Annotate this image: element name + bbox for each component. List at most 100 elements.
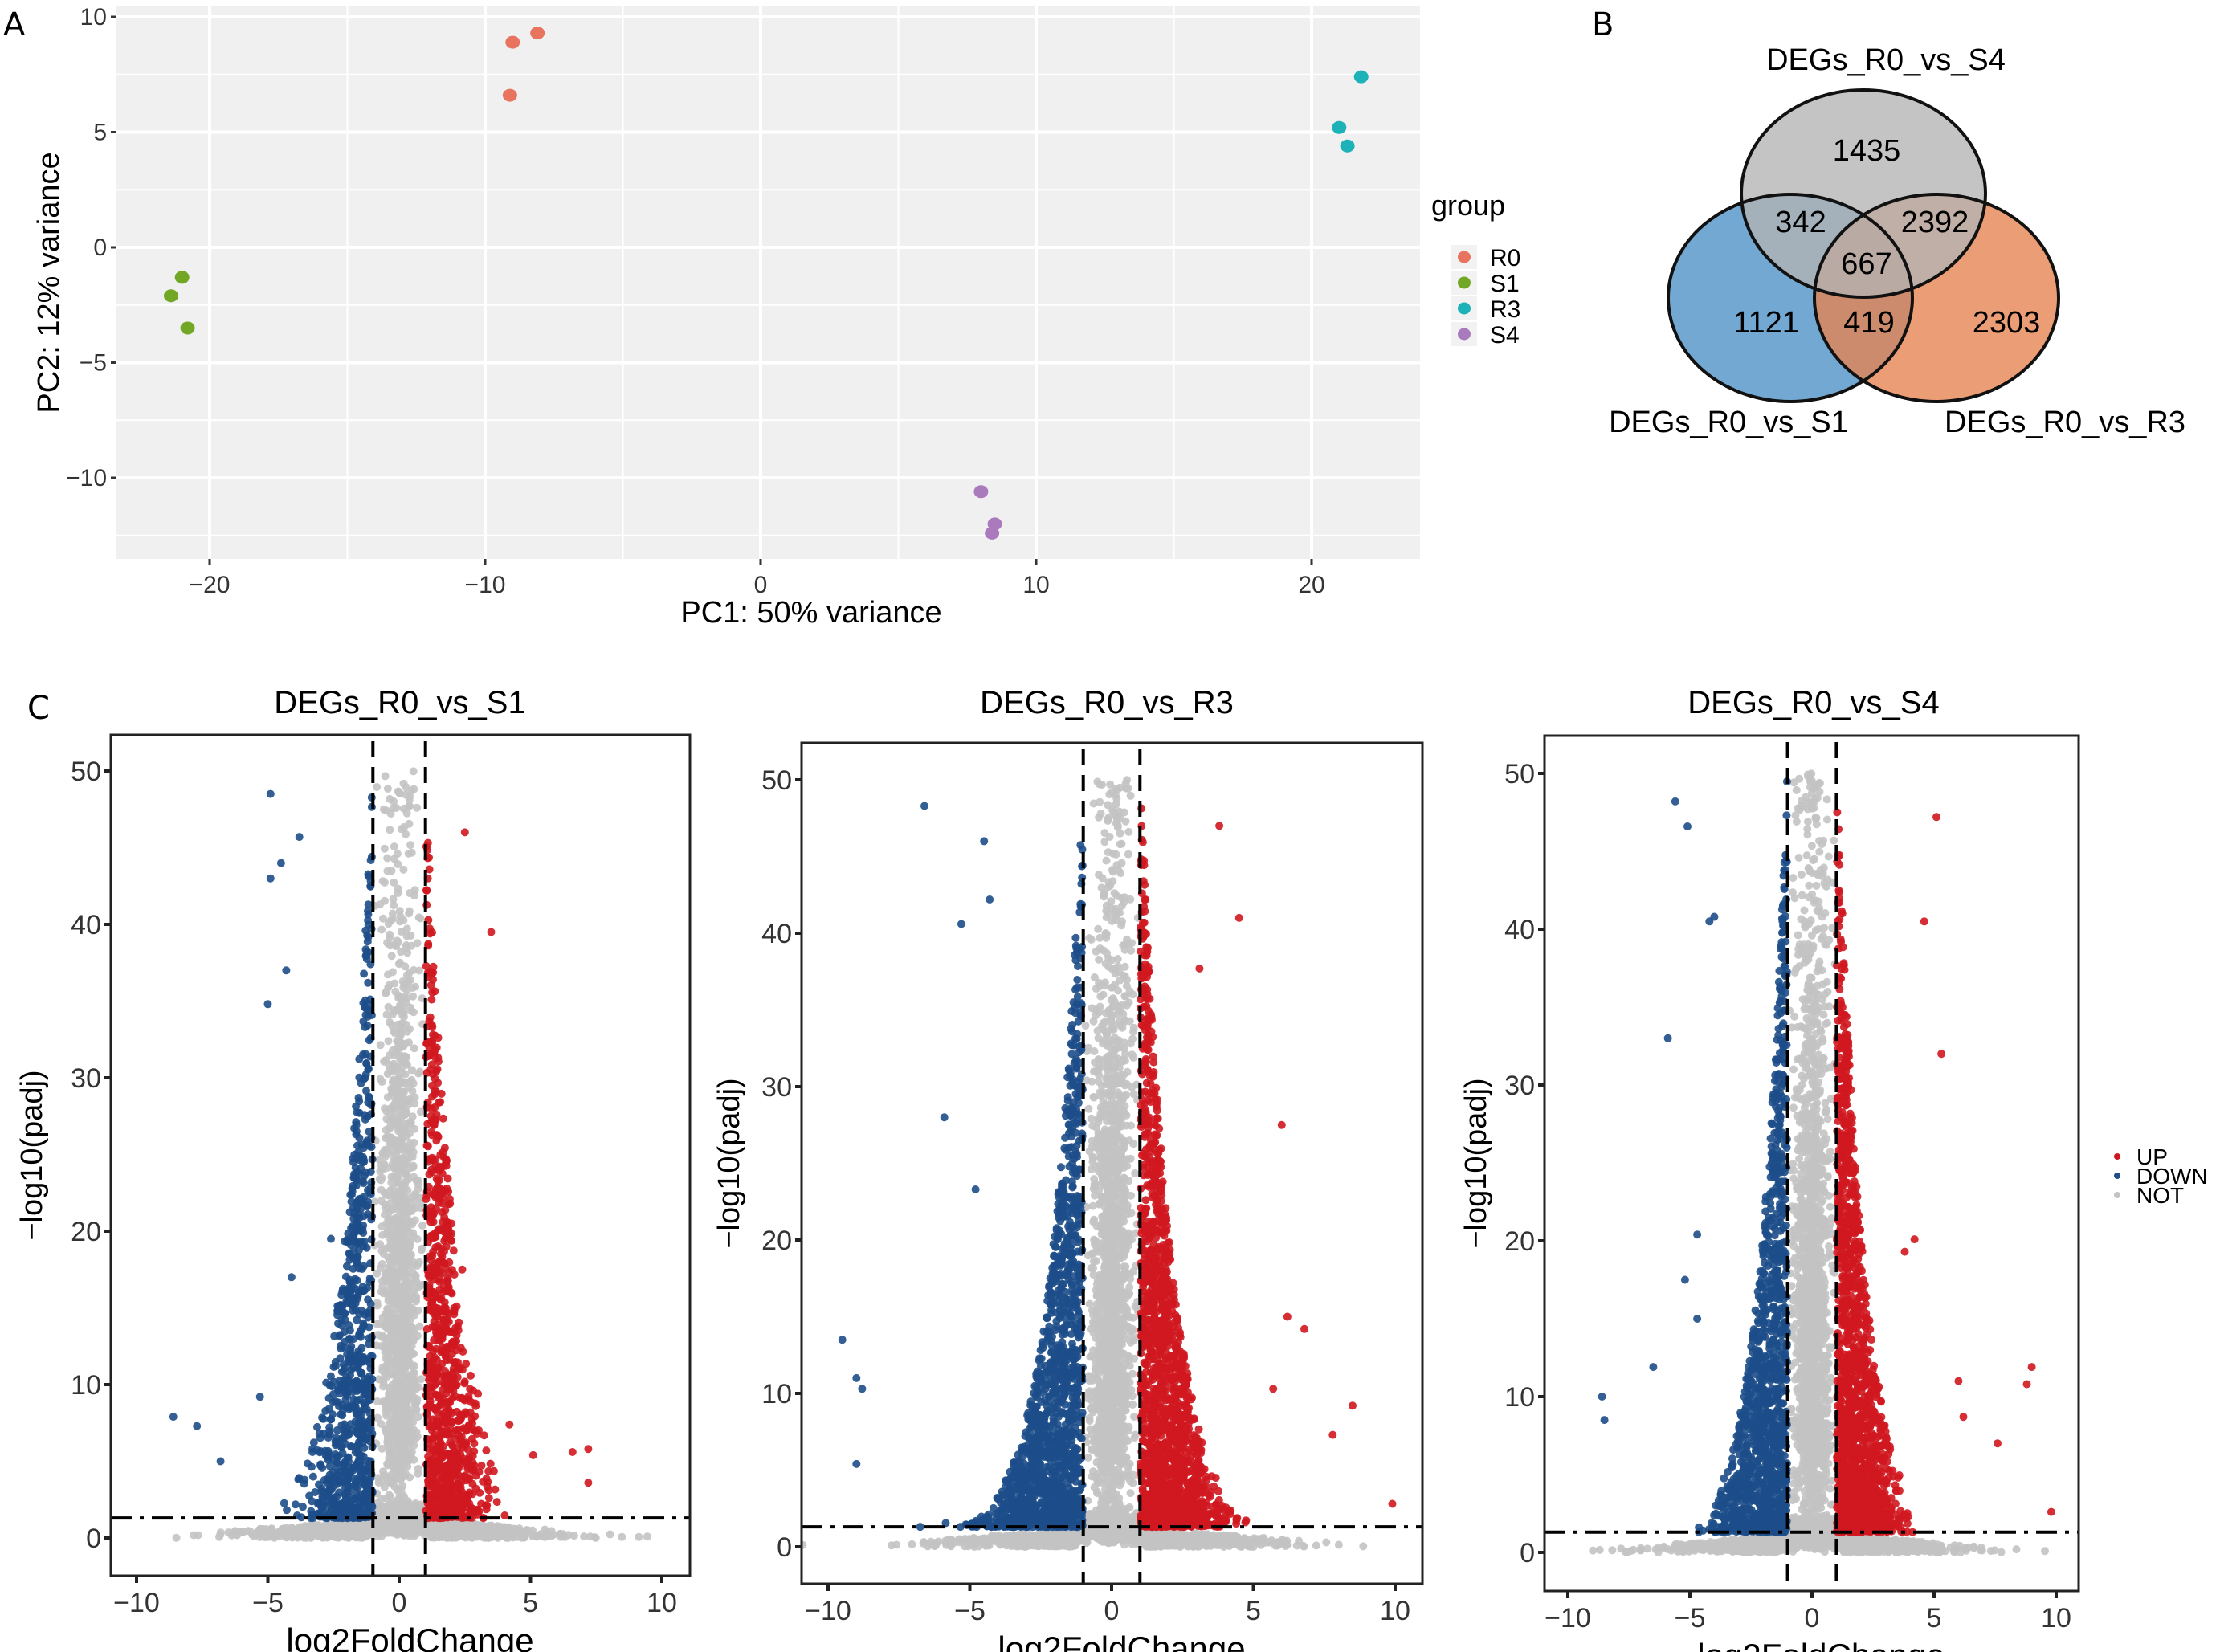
volcano-point-up xyxy=(424,1479,433,1487)
volcano-point-not xyxy=(397,1445,405,1454)
pca-y-axis-label: PC2: 12% variance xyxy=(32,152,66,413)
volcano-point-down xyxy=(283,1506,291,1515)
volcano-point-not xyxy=(318,1528,327,1537)
pca-x-tick-label: 20 xyxy=(1298,572,1324,598)
volcano-point-not xyxy=(397,1389,406,1397)
volcano-point-up xyxy=(422,962,431,970)
volcano-point-down xyxy=(331,1397,340,1405)
volcano-point-not xyxy=(394,1409,403,1418)
volcano-point-up xyxy=(474,1389,483,1398)
volcano-point-down xyxy=(350,1209,359,1218)
volcano-point-up xyxy=(433,1227,442,1235)
volcano-point-not xyxy=(394,1522,403,1530)
volcano-point-not xyxy=(408,1112,417,1121)
volcano-point-up xyxy=(450,1271,459,1279)
volcano-point-up xyxy=(482,1446,491,1455)
volcano-point-not xyxy=(541,1525,549,1534)
volcano-point-not xyxy=(384,970,392,979)
volcano-point-down xyxy=(308,1472,317,1481)
volcano-point-up xyxy=(428,988,437,997)
volcano-point-up xyxy=(480,1431,488,1440)
volcano-point-not xyxy=(386,934,394,942)
venn-region-count: 2303 xyxy=(1973,306,2041,340)
volcano-point-down xyxy=(339,1406,347,1415)
volcano-point-down xyxy=(368,1375,377,1383)
volcano-point-up xyxy=(468,1452,477,1460)
volcano-x-tick-label: 0 xyxy=(392,1588,407,1618)
volcano-point-up xyxy=(452,1302,461,1311)
volcano-point-not xyxy=(405,1360,414,1369)
pca-point-s1 xyxy=(163,289,178,303)
volcano-point-down xyxy=(345,1469,354,1478)
volcano-point-up xyxy=(444,1327,453,1336)
volcano-point-up xyxy=(449,1246,458,1255)
volcano-point-not xyxy=(293,1533,302,1542)
volcano-point-not xyxy=(417,1246,426,1254)
volcano-point-not xyxy=(406,932,415,940)
volcano-point-down xyxy=(361,1050,370,1059)
volcano-point-down xyxy=(333,1464,341,1473)
volcano-point-down xyxy=(358,1324,367,1332)
volcano-points xyxy=(169,767,651,1542)
volcano-point-not xyxy=(398,1063,406,1071)
volcano-point-not xyxy=(399,916,408,924)
volcano-point-not xyxy=(397,1225,406,1234)
volcano-point-not xyxy=(447,1520,455,1529)
volcano-point-down xyxy=(341,1439,350,1448)
volcano-point-down xyxy=(303,1459,312,1468)
volcano-point-not xyxy=(503,1533,512,1542)
volcano-point-up xyxy=(445,1229,454,1238)
volcano-point-up xyxy=(442,1307,451,1315)
volcano-point-up xyxy=(423,1120,432,1128)
volcano-point-up xyxy=(440,1144,449,1152)
volcano-point-down xyxy=(299,1503,307,1511)
volcano-point-up xyxy=(434,1364,442,1373)
volcano-point-not xyxy=(395,789,404,797)
volcano-point-not xyxy=(413,1501,421,1510)
volcano-point-down xyxy=(365,1274,374,1283)
pca-legend-label: S4 xyxy=(1490,322,1520,349)
pca-legend-label: R3 xyxy=(1490,296,1520,323)
volcano-point-not xyxy=(398,1254,406,1262)
volcano-point-not xyxy=(386,826,394,834)
volcano-point-not xyxy=(429,1524,438,1533)
volcano-point-not xyxy=(406,1193,414,1202)
volcano-point-down xyxy=(295,1474,304,1483)
volcano-point-not xyxy=(406,841,414,850)
volcano-point-not xyxy=(390,1029,399,1038)
volcano-point-not xyxy=(580,1532,589,1541)
volcano-point-not xyxy=(390,1059,398,1068)
volcano-point-down xyxy=(346,1241,355,1249)
volcano-title: DEGs_R0_vs_S1 xyxy=(274,685,525,720)
volcano-point-not xyxy=(398,1481,407,1490)
volcano-point-not xyxy=(388,909,397,918)
volcano-x-axis-label: log2FoldChange xyxy=(286,1621,533,1652)
volcano-point-down xyxy=(356,1368,365,1376)
volcano-point-not xyxy=(396,1124,405,1132)
volcano-point-not xyxy=(1104,801,1112,810)
pca-legend-title: group xyxy=(1431,189,1505,222)
volcano-point-down xyxy=(364,907,372,916)
venn-set-label: DEGs_R0_vs_R3 xyxy=(1945,406,2185,439)
volcano-point-up xyxy=(431,1259,439,1268)
volcano-point-up xyxy=(426,1397,435,1405)
volcano-point-up xyxy=(438,1199,447,1208)
volcano-point-not xyxy=(406,1279,414,1287)
volcano-point-not xyxy=(390,1322,398,1331)
venn-set-outline xyxy=(1740,88,1987,299)
volcano-point-up xyxy=(477,1499,486,1508)
volcano-point-down xyxy=(360,969,369,978)
volcano-point-not xyxy=(386,1398,394,1407)
volcano-point-down xyxy=(313,1499,322,1508)
volcano-point-not xyxy=(408,1087,417,1095)
volcano-point-not xyxy=(410,1216,419,1225)
volcano-point-not xyxy=(172,1533,181,1542)
pca-legend-label: R0 xyxy=(1490,245,1520,271)
volcano-point-not xyxy=(383,867,392,875)
volcano-point-down xyxy=(355,1073,364,1082)
venn-region-count: 2392 xyxy=(1901,206,1969,239)
volcano-point-not xyxy=(391,1364,400,1373)
volcano-point-down xyxy=(345,1275,354,1284)
volcano-point-not xyxy=(1085,1299,1094,1308)
